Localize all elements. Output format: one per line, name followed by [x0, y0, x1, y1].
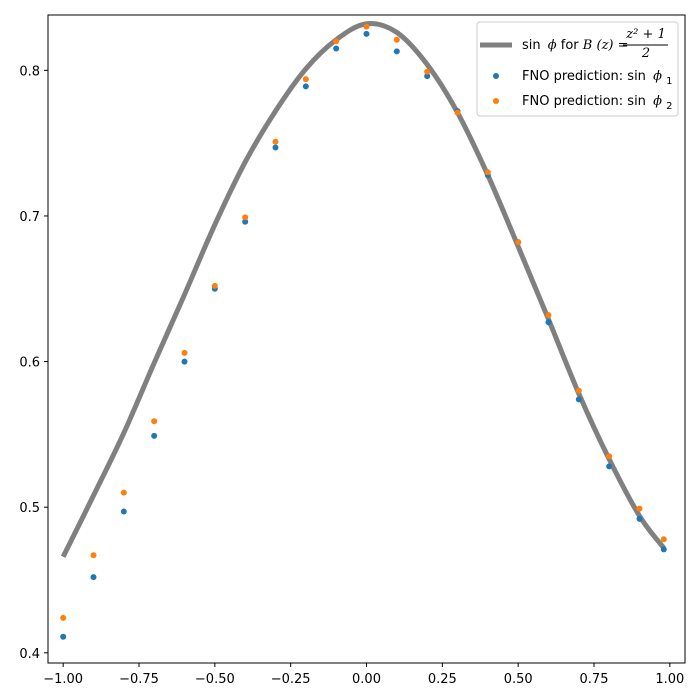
series-2-point	[333, 38, 340, 45]
series-2-point	[575, 387, 582, 394]
x-tick-label: −0.50	[195, 672, 235, 687]
legend-line-z: (z) =	[597, 38, 629, 53]
legend-line-phi: ϕ	[548, 38, 557, 53]
x-tick-label: 0.00	[352, 672, 381, 687]
series-1-point	[181, 358, 188, 365]
legend-line-sin: sin	[522, 38, 541, 53]
series-1-point	[151, 432, 158, 439]
series-1-point	[302, 83, 309, 90]
series-1-point	[606, 463, 613, 470]
x-tick-label: 0.25	[428, 672, 457, 687]
series-2-point	[272, 138, 279, 145]
series-1-point	[242, 218, 249, 225]
series-2-point	[363, 23, 370, 30]
series-2-point	[515, 239, 522, 246]
legend-series1-text: FNO prediction: sin	[522, 69, 646, 84]
legend-series2-sub: 2	[666, 101, 672, 112]
series-2-point	[60, 614, 67, 621]
legend-series1-phi: ϕ	[653, 69, 662, 84]
series-1-point	[636, 515, 643, 522]
legend-series2-marker	[493, 98, 499, 104]
series-1-point	[393, 48, 400, 55]
legend-line-for: for	[561, 38, 583, 53]
series-2-point	[211, 282, 218, 289]
series-1-point	[333, 45, 340, 52]
series-2-point	[393, 36, 400, 43]
legend-line-label: sin ϕ for B (z) =	[522, 38, 629, 53]
x-tick-label: −0.25	[271, 672, 311, 687]
legend: sin ϕ for B (z) = z² + 1 2 FNO predictio…	[476, 21, 679, 117]
x-tick-label: −0.75	[119, 672, 159, 687]
legend-series2-phi: ϕ	[653, 94, 662, 109]
y-tick-label: 0.4	[19, 647, 40, 662]
tick-marks	[44, 69, 671, 667]
series-1-point	[272, 144, 279, 151]
x-tick-label: 0.50	[504, 672, 533, 687]
series-2-point	[424, 68, 431, 75]
legend-series1-marker	[493, 73, 499, 79]
series-2-point	[120, 489, 127, 496]
series-2-point	[636, 505, 643, 512]
series-2-point	[660, 536, 667, 543]
series-1-point	[60, 633, 67, 640]
series-1-point	[545, 319, 552, 326]
y-tick-label: 0.8	[19, 64, 40, 79]
x-tick-label: −1.00	[43, 672, 83, 687]
series-1-point	[120, 508, 127, 515]
y-tick-label: 0.7	[19, 210, 40, 225]
series-2-point	[242, 214, 249, 221]
series-2-point	[606, 453, 613, 460]
series-2-point	[454, 109, 461, 116]
series-2-point	[90, 552, 97, 559]
legend-series2-label: FNO prediction: sin ϕ 2	[522, 94, 672, 112]
legend-series1-sub: 1	[666, 76, 672, 87]
legend-line-b: B	[582, 38, 593, 53]
series-1-point	[424, 73, 431, 80]
legend-series1-label: FNO prediction: sin ϕ 1	[522, 69, 672, 87]
legend-series2-text: FNO prediction: sin	[522, 94, 646, 109]
x-tick-labels: −1.00 −0.75 −0.50 −0.25 0.00 0.25 0.50 0.75 1.00	[43, 672, 684, 687]
y-tick-label: 0.5	[19, 501, 40, 516]
series-1-point	[90, 574, 97, 581]
y-tick-label: 0.6	[19, 356, 40, 371]
x-tick-label: 1.00	[655, 672, 684, 687]
series-1-point	[660, 546, 667, 553]
plot-area	[60, 20, 667, 640]
x-tick-label: 0.75	[580, 672, 609, 687]
series-2-points	[60, 23, 667, 621]
legend-fraction-numerator: z² + 1	[625, 27, 666, 42]
series-2-point	[181, 349, 188, 356]
series-2-point	[302, 76, 309, 83]
y-tick-labels: 0.4 0.5 0.6 0.7 0.8	[19, 64, 40, 661]
legend-fraction-denominator: 2	[641, 46, 650, 61]
series-2-point	[151, 418, 158, 425]
series-2-point	[484, 169, 491, 176]
series-2-point	[545, 311, 552, 318]
series-1-point	[575, 396, 582, 403]
series-1-point	[363, 30, 370, 37]
